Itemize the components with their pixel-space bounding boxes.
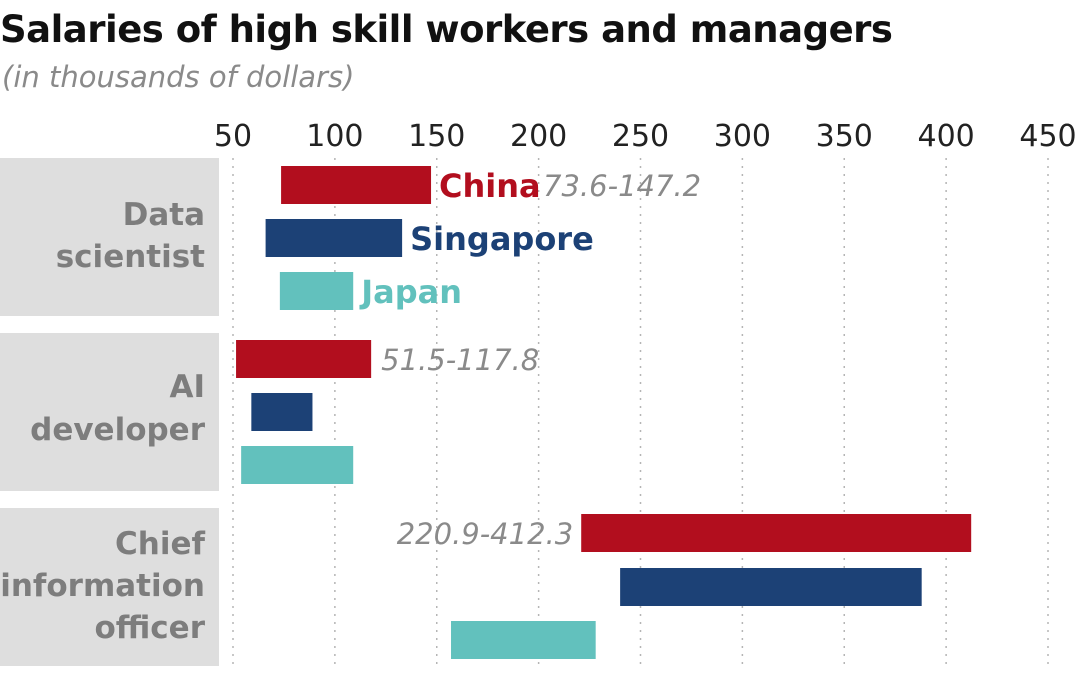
x-tick-label: 200: [510, 119, 567, 154]
x-tick-label: 150: [408, 119, 465, 154]
category-panel: [0, 508, 219, 666]
bar-singapore: [265, 219, 403, 257]
bar-singapore: [620, 568, 922, 606]
range-annotation: 73.6-147.2: [543, 169, 701, 203]
category-label: information: [0, 568, 205, 604]
range-annotation: 220.9-412.3: [397, 517, 574, 551]
bar-japan: [451, 621, 596, 659]
bar-japan: [279, 272, 354, 310]
category-label: AI: [169, 369, 205, 405]
x-tick-label: 50: [214, 119, 252, 154]
category-label: Data: [123, 197, 205, 233]
chart-title: Salaries of high skill workers and manag…: [0, 8, 893, 51]
x-tick-label: 350: [816, 119, 873, 154]
x-tick-label: 300: [714, 119, 771, 154]
bar-china: [281, 166, 432, 204]
category-panel: [0, 158, 219, 316]
series-label-china: China: [439, 167, 541, 205]
x-tick-label: 100: [306, 119, 363, 154]
bar-china: [236, 340, 372, 378]
bar-singapore: [251, 393, 313, 431]
series-label-japan: Japan: [359, 273, 462, 311]
bar-japan: [241, 446, 354, 484]
series-label-singapore: Singapore: [410, 220, 594, 258]
x-tick-label: 250: [612, 119, 669, 154]
chart-subtitle: (in thousands of dollars): [2, 60, 355, 94]
bar-china: [581, 514, 972, 552]
category-label: scientist: [56, 239, 205, 275]
range-annotation: 51.5-117.8: [381, 343, 539, 377]
x-tick-label: 400: [917, 119, 974, 154]
category-label: Chief: [115, 526, 205, 562]
category-label: officer: [94, 610, 205, 646]
category-label: developer: [30, 412, 206, 448]
x-tick-label: 450: [1019, 119, 1076, 154]
category-panel: [0, 333, 219, 491]
